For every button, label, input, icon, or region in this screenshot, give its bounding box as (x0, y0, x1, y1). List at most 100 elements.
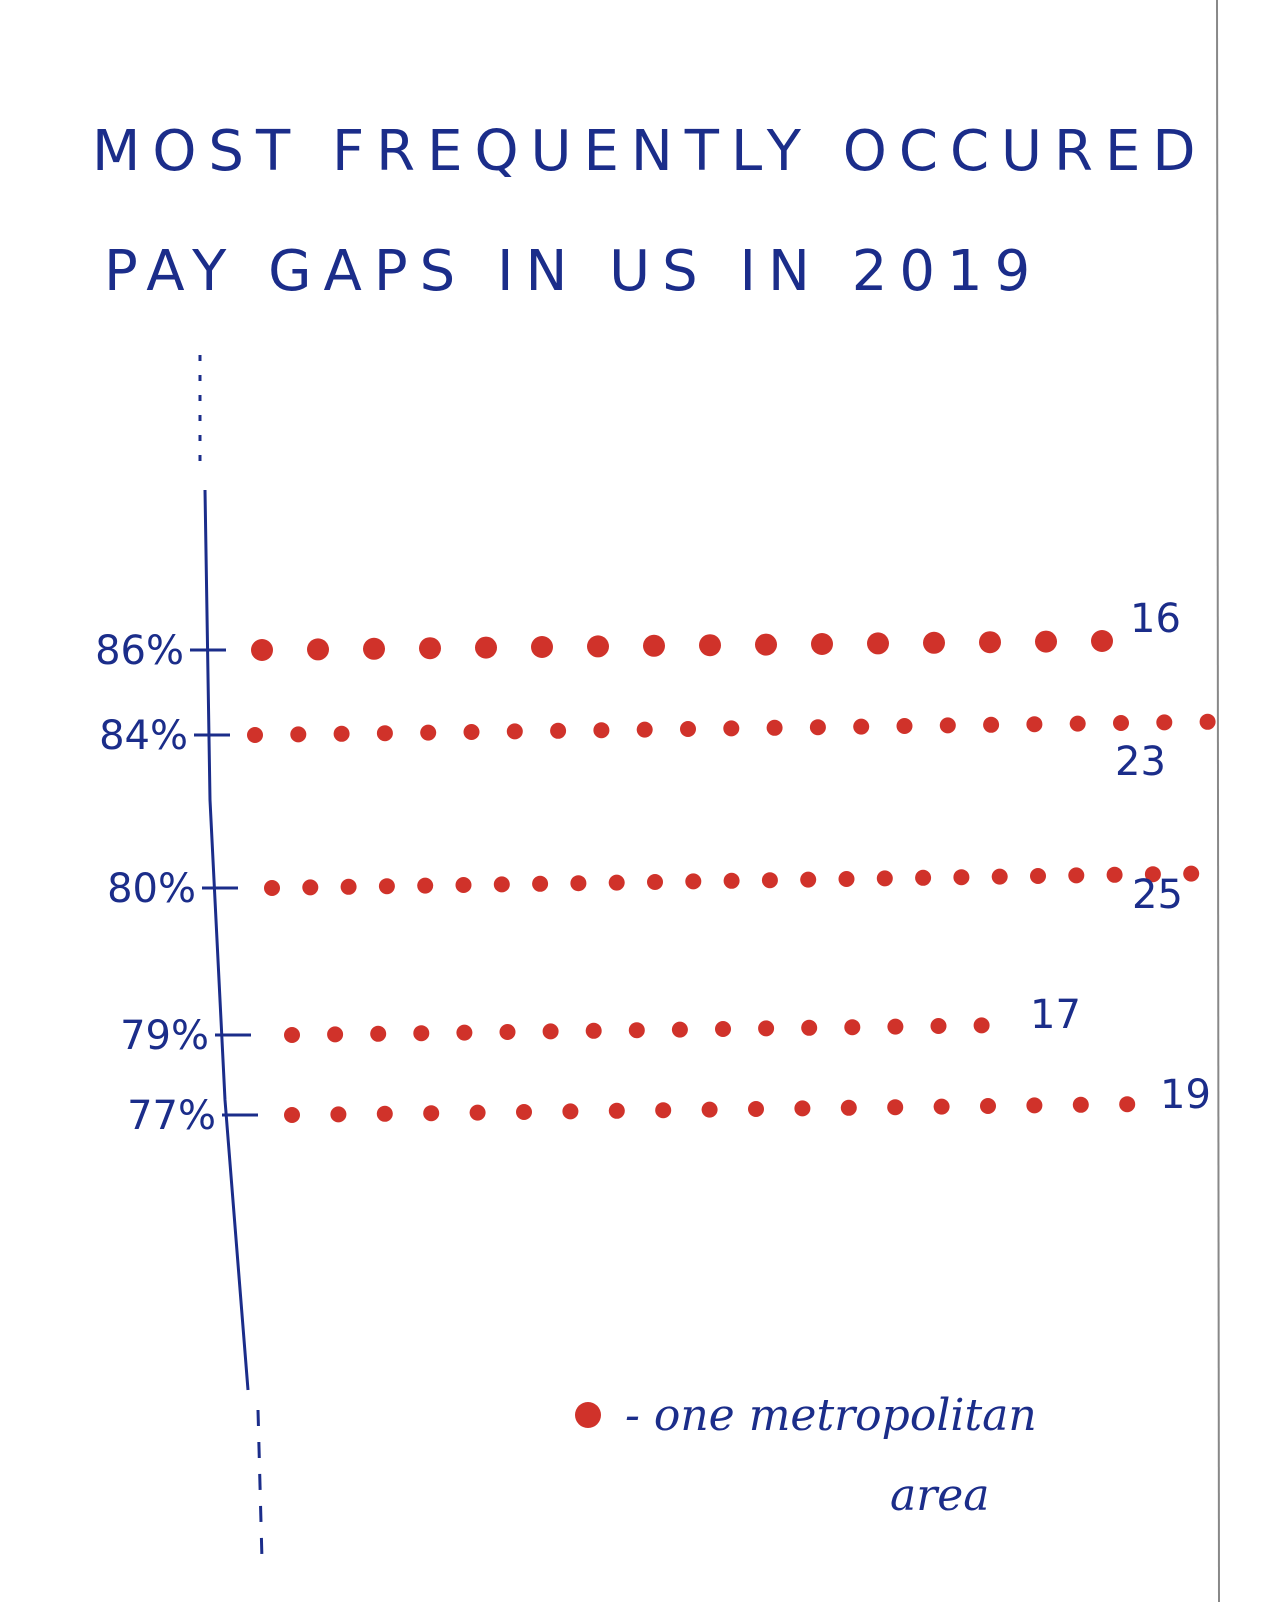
metro-area-dot (1106, 866, 1123, 883)
metro-area-dot (685, 873, 702, 890)
metro-area-dot (923, 631, 945, 654)
y-axis (198, 355, 264, 1561)
metro-area-dot (333, 725, 350, 742)
metro-area-dot (302, 879, 319, 896)
metro-area-dot (499, 1024, 516, 1040)
metro-area-dot (532, 875, 549, 892)
dot-count-label: 25 (1132, 872, 1183, 918)
metro-area-dot (800, 871, 817, 888)
metro-area-dot (463, 724, 480, 740)
legend-label-line-1: - one metropolitan (625, 1390, 1037, 1441)
y-axis-bottom-dashed (256, 1409, 264, 1561)
metro-area-dot (531, 636, 553, 658)
y-tick-label: 84% (99, 713, 188, 759)
metro-area-dot (413, 1025, 430, 1042)
metro-area-dot (896, 718, 913, 734)
metro-area-dot (1156, 714, 1173, 731)
metro-area-dot (915, 869, 932, 886)
data-rows: 86% 16 84% 23 80% 25 79% 17 77% 19 (95, 596, 1216, 1139)
metro-area-dot (671, 1021, 688, 1038)
metro-area-dot (1026, 1097, 1043, 1114)
y-tick-label: 86% (95, 628, 184, 674)
metro-area-dot (587, 635, 609, 658)
metro-area-dot (701, 1101, 718, 1118)
dot-count-label: 23 (1115, 739, 1166, 785)
metro-area-dot (844, 1019, 861, 1036)
chart-title-line-2: PAY GAPS IN US IN 2019 (104, 239, 1042, 304)
metro-area-dot (340, 878, 357, 895)
metro-area-dot (628, 1022, 645, 1039)
metro-area-dot (853, 718, 870, 735)
metro-area-dot (876, 870, 893, 887)
metro-area-dot (1026, 716, 1043, 733)
metro-area-dot (570, 875, 587, 892)
dot-count-label: 17 (1030, 992, 1081, 1038)
metro-area-dot (284, 1107, 300, 1123)
metro-area-dot (643, 634, 665, 657)
metro-area-dot (761, 872, 778, 889)
metro-area-dot (723, 872, 740, 889)
metro-area-dot (758, 1020, 775, 1037)
metro-area-dot (284, 1027, 300, 1043)
metro-area-dot (939, 717, 956, 734)
metro-area-dot (516, 1104, 532, 1120)
metro-area-dot (699, 634, 721, 657)
metro-area-dot (1113, 715, 1129, 731)
metro-area-dot (506, 723, 523, 740)
y-tick-label: 80% (107, 866, 196, 912)
row-86-percent: 86% 16 (95, 596, 1181, 674)
chart-title-line-1: MOST FREQUENTLY OCCURED (92, 119, 1207, 184)
metro-area-dot (755, 633, 777, 656)
metro-area-dot (1199, 713, 1216, 730)
metro-area-dot (608, 874, 625, 891)
metro-area-dot (1072, 1096, 1089, 1113)
metro-area-dot (290, 726, 307, 743)
metro-area-dot (1119, 1096, 1136, 1113)
metro-area-dot (973, 1017, 990, 1034)
metro-area-dot (493, 876, 510, 893)
metro-area-dot (1069, 715, 1086, 732)
metro-area-dot (330, 1106, 347, 1123)
metro-area-dot (1068, 867, 1085, 884)
metro-area-dot (376, 725, 393, 742)
dot-count-label: 16 (1130, 596, 1181, 642)
row-77-percent: 77% 19 (127, 1072, 1211, 1139)
metro-area-dot (715, 1021, 731, 1037)
metro-area-dot (1183, 865, 1200, 882)
metro-area-dot (585, 1022, 602, 1039)
metro-area-dot (748, 1101, 764, 1117)
metro-area-dot (593, 722, 610, 739)
metro-area-dot (766, 719, 783, 736)
metro-area-dot (423, 1105, 440, 1122)
metro-area-dot (953, 869, 970, 886)
legend-dot (575, 1402, 601, 1428)
row-79-percent: 79% 17 (120, 992, 1081, 1059)
metro-area-dot (550, 722, 567, 739)
metro-area-dot (1091, 630, 1113, 652)
metro-area-dot (655, 1102, 672, 1119)
metro-area-dot (723, 720, 740, 737)
metro-area-dot (809, 719, 826, 736)
metro-area-dot (811, 633, 833, 655)
metro-area-dot (980, 1098, 996, 1114)
metro-area-dot (887, 1018, 904, 1035)
metro-area-dot (1030, 868, 1046, 884)
metro-area-dot (455, 877, 472, 893)
metro-area-dot (930, 1018, 947, 1034)
metro-area-dot (475, 636, 497, 659)
y-tick-label: 77% (127, 1093, 216, 1139)
metro-area-dot (608, 1102, 625, 1119)
metro-area-dot (251, 639, 273, 661)
metro-area-dot (933, 1098, 950, 1115)
metro-area-dot (680, 721, 696, 737)
metro-area-dot (562, 1103, 579, 1120)
metro-area-dot (376, 1105, 393, 1122)
metro-area-dot (1035, 630, 1057, 653)
metro-area-dot (420, 724, 437, 741)
metro-area-dot (794, 1100, 811, 1117)
metro-area-dot (542, 1023, 559, 1040)
metro-area-dot (983, 716, 1000, 733)
row-80-percent: 80% 25 (107, 865, 1200, 918)
row-84-percent: 84% 23 (99, 713, 1216, 785)
